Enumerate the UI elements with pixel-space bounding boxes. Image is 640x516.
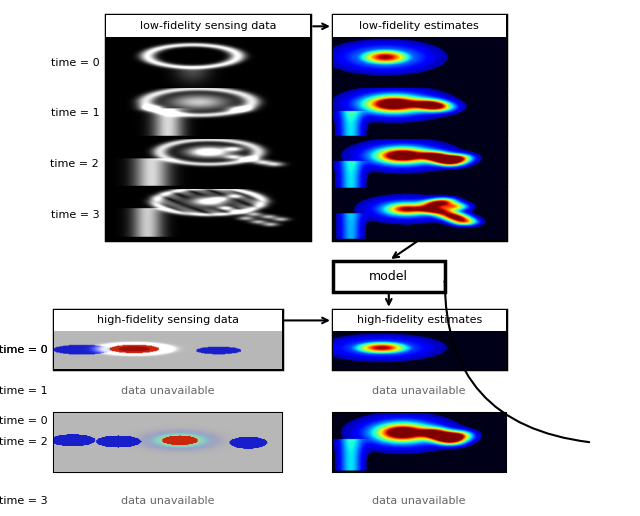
FancyBboxPatch shape [333, 15, 506, 240]
Text: time = 0: time = 0 [0, 415, 48, 426]
Text: time = 2: time = 2 [51, 159, 99, 169]
FancyBboxPatch shape [106, 15, 310, 240]
Text: time = 3: time = 3 [51, 209, 99, 220]
Text: low-fidelity sensing data: low-fidelity sensing data [140, 21, 276, 31]
FancyBboxPatch shape [333, 413, 506, 472]
FancyArrowPatch shape [445, 281, 589, 442]
Text: time = 0: time = 0 [0, 345, 48, 355]
Text: high-fidelity estimates: high-fidelity estimates [356, 315, 482, 326]
Text: high-fidelity sensing data: high-fidelity sensing data [97, 315, 239, 326]
Text: time = 0: time = 0 [0, 345, 48, 355]
Text: time = 1: time = 1 [51, 108, 99, 118]
FancyBboxPatch shape [333, 310, 506, 369]
Text: low-fidelity estimates: low-fidelity estimates [359, 21, 479, 31]
Text: time = 2: time = 2 [0, 438, 48, 447]
Text: data unavailable: data unavailable [372, 386, 466, 396]
Text: time = 3: time = 3 [0, 495, 48, 506]
FancyBboxPatch shape [333, 310, 506, 331]
FancyBboxPatch shape [54, 310, 282, 331]
FancyBboxPatch shape [106, 15, 310, 37]
FancyBboxPatch shape [333, 261, 445, 292]
Text: data unavailable: data unavailable [121, 495, 215, 506]
Text: data unavailable: data unavailable [121, 386, 215, 396]
Text: time = 1: time = 1 [0, 386, 48, 396]
Text: data unavailable: data unavailable [372, 495, 466, 506]
Text: model: model [369, 269, 408, 283]
FancyBboxPatch shape [333, 15, 506, 37]
Text: time = 0: time = 0 [51, 57, 99, 68]
FancyBboxPatch shape [54, 310, 282, 369]
FancyBboxPatch shape [54, 413, 282, 472]
